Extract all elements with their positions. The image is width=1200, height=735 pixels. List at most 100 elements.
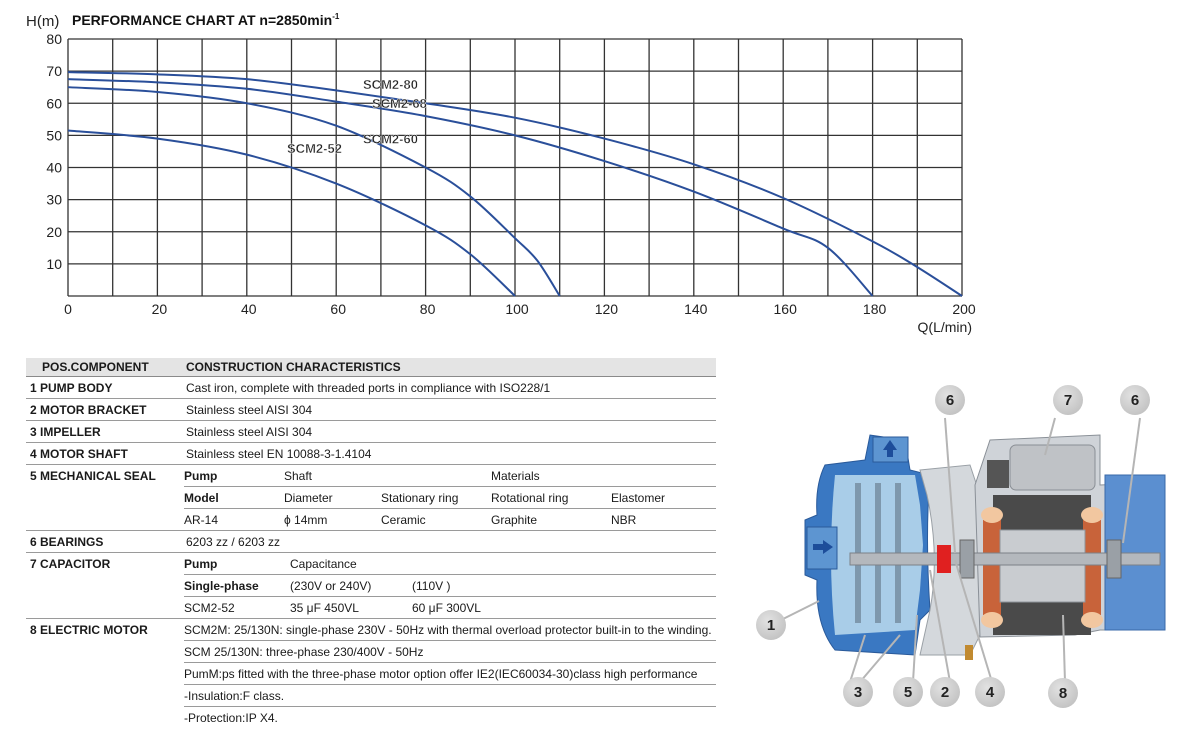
chart-title: PERFORMANCE CHART AT n=2850min-1	[72, 12, 340, 28]
component-value: Cast iron, complete with threaded ports …	[186, 380, 551, 395]
construction-table: POS.COMPONENT CONSTRUCTION CHARACTERISTI…	[26, 358, 716, 728]
y-axis-label: H(m)	[26, 13, 59, 30]
seal-cell: Elastomer	[611, 490, 666, 505]
svg-text:0: 0	[64, 301, 72, 317]
svg-text:20: 20	[46, 224, 62, 240]
svg-text:SCM2-80: SCM2-80	[363, 77, 418, 92]
curve-labels: SCM2-80 SCM2-68 SCM2-60 SCM2-52	[287, 77, 427, 157]
component-value: Stainless steel AISI 304	[186, 424, 313, 439]
outlet-arrow-icon	[883, 440, 897, 457]
callout-3: 3	[843, 677, 873, 707]
component-label: 8 ELECTRIC MOTOR	[30, 623, 148, 637]
component-label: 6 BEARINGS	[30, 534, 104, 549]
motor-lines: SCM2M: 25/130N: single-phase 230V - 50Hz…	[184, 619, 716, 728]
x-axis-label: Q(L/min)	[918, 319, 972, 335]
pump-cutaway-diagram: 1 2 3 4 5 6 6 7 8	[755, 375, 1175, 725]
seal-cell: AR-14	[184, 512, 219, 527]
title-superscript: -1	[332, 12, 340, 21]
svg-text:50: 50	[46, 127, 62, 143]
seal-cell: Model	[184, 490, 219, 505]
capacitor-cell: 60 μF 300VL	[412, 600, 481, 615]
seal-subrow: Model Diameter Stationary ring Rotationa…	[184, 487, 716, 509]
pump-curves	[67, 71, 963, 297]
capacitor-subrow: Pump Capacitance	[184, 553, 716, 575]
callout-6-right: 6	[1120, 385, 1150, 415]
inlet-arrow-icon	[813, 540, 833, 554]
callout-1: 1	[756, 610, 786, 640]
mechanical-seal	[937, 545, 951, 573]
table-row-pump-body: 1 PUMP BODY Cast iron, complete with thr…	[26, 377, 716, 399]
svg-text:200: 200	[952, 301, 976, 317]
svg-text:80: 80	[46, 31, 62, 47]
table-row-impeller: 3 IMPELLER Stainless steel AISI 304	[26, 421, 716, 443]
capacitor-cell: SCM2-52	[184, 600, 235, 615]
motor-line: -Insulation:F class.	[184, 685, 716, 707]
callout-4: 4	[975, 677, 1005, 707]
svg-text:60: 60	[330, 301, 346, 317]
motor-line-text: PumM:ps fitted with the three-phase moto…	[184, 666, 698, 681]
header-component: POS.COMPONENT	[42, 360, 149, 374]
motor-line-text: -Protection:IP X4.	[184, 710, 278, 725]
capacitor-subtable: Pump Capacitance Single-phase (230V or 2…	[184, 553, 716, 618]
capacitor-cell: Capacitance	[290, 556, 357, 571]
callout-6-left: 6	[935, 385, 965, 415]
svg-text:70: 70	[46, 63, 62, 79]
seal-cell: Diameter	[284, 490, 333, 505]
capacitor-cell: Single-phase	[184, 578, 259, 593]
component-value: Stainless steel EN 10088-3-1.4104	[186, 446, 372, 461]
svg-text:180: 180	[863, 301, 887, 317]
seal-cell: ϕ 14mm	[284, 512, 328, 527]
capacitor-cell: 35 μF 450VL	[290, 600, 359, 615]
capacitor-shape	[1009, 444, 1096, 491]
inlet-port	[806, 526, 838, 570]
bearing	[959, 539, 975, 579]
callout-5: 5	[893, 677, 923, 707]
table-row-motor-shaft: 4 MOTOR SHAFT Stainless steel EN 10088-3…	[26, 443, 716, 465]
seal-cell: NBR	[611, 512, 637, 527]
table-row-electric-motor: 8 ELECTRIC MOTOR SCM2M: 25/130N: single-…	[26, 619, 716, 728]
bearing	[1106, 539, 1122, 579]
seal-cell: Rotational ring	[491, 490, 569, 505]
table-header: POS.COMPONENT CONSTRUCTION CHARACTERISTI…	[26, 358, 716, 377]
component-label: 7 CAPACITOR	[30, 557, 111, 571]
seal-cell: Graphite	[491, 512, 538, 527]
callout-2: 2	[930, 677, 960, 707]
component-value: Stainless steel AISI 304	[186, 402, 313, 417]
seal-subrow: Pump Shaft Materials	[184, 465, 716, 487]
header-characteristics: CONSTRUCTION CHARACTERISTICS	[186, 360, 401, 374]
svg-text:30: 30	[46, 192, 62, 208]
component-value: 6203 zz / 6203 zz	[186, 534, 281, 549]
svg-text:20: 20	[152, 301, 168, 317]
motor-line: SCM 25/130N: three-phase 230/400V - 50Hz	[184, 641, 716, 663]
svg-text:60: 60	[46, 95, 62, 111]
seal-cell: Stationary ring	[381, 490, 459, 505]
component-label: 3 IMPELLER	[30, 424, 101, 439]
svg-text:100: 100	[505, 301, 529, 317]
table-row-mechanical-seal: 5 MECHANICAL SEAL Pump Shaft Materials M…	[26, 465, 716, 531]
motor-line-text: -Insulation:F class.	[184, 688, 285, 703]
motor-line-text: SCM2M: 25/130N: single-phase 230V - 50Hz…	[184, 622, 712, 637]
svg-text:120: 120	[595, 301, 619, 317]
callout-8: 8	[1048, 678, 1078, 708]
svg-text:140: 140	[684, 301, 708, 317]
capacitor-cell: (110V )	[412, 578, 451, 593]
motor-shaft	[849, 552, 1161, 566]
y-axis-ticks: 10 20 30 40 50 60 70 80	[46, 31, 62, 272]
capacitor-cell: Pump	[184, 556, 218, 571]
svg-text:10: 10	[46, 256, 62, 272]
capacitor-subrow: Single-phase (230V or 240V) (110V )	[184, 575, 716, 597]
seal-cell: Pump	[184, 468, 218, 483]
svg-text:40: 40	[241, 301, 257, 317]
rotor	[999, 529, 1086, 603]
svg-text:160: 160	[774, 301, 798, 317]
capacitor-subrow: SCM2-52 35 μF 450VL 60 μF 300VL	[184, 597, 716, 618]
table-row-bearings: 6 BEARINGS 6203 zz / 6203 zz	[26, 531, 716, 553]
performance-chart: H(m) PERFORMANCE CHART AT n=2850min-1 10…	[26, 12, 976, 335]
seal-subrow: AR-14 ϕ 14mm Ceramic Graphite NBR	[184, 509, 716, 530]
seal-subtable: Pump Shaft Materials Model Diameter Stat…	[184, 465, 716, 530]
motor-line-text: SCM 25/130N: three-phase 230/400V - 50Hz	[184, 644, 424, 659]
component-label: 2 MOTOR BRACKET	[30, 402, 147, 417]
x-axis-ticks: 0 20 40 60 80 100 120 140 160 180 200	[64, 301, 976, 317]
seal-cell: Materials	[491, 468, 540, 483]
component-label: 5 MECHANICAL SEAL	[30, 469, 156, 483]
